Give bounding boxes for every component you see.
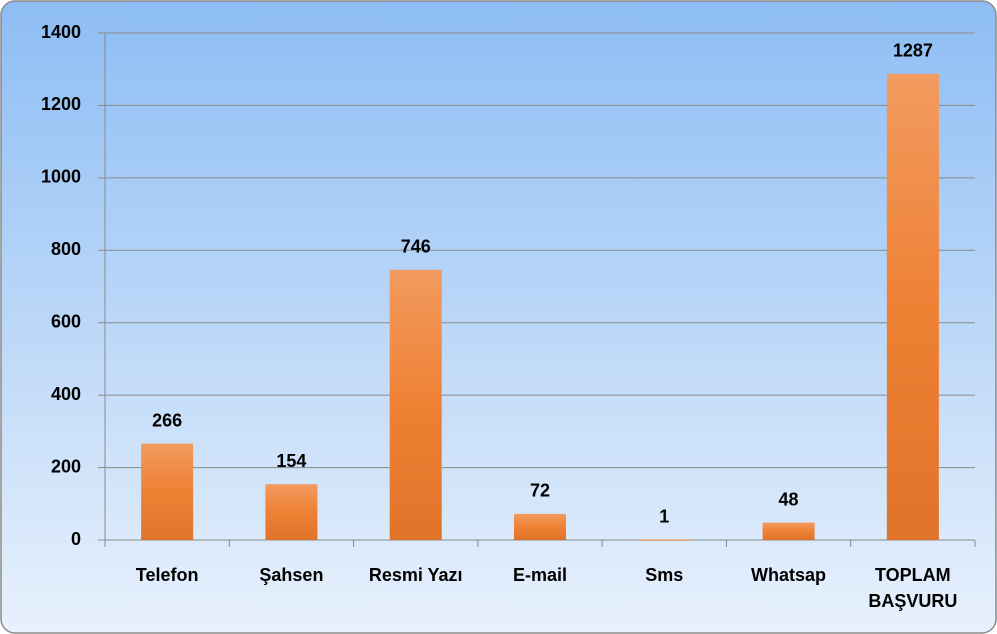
data-label: 1287: [893, 41, 933, 61]
y-tick-label: 1200: [41, 94, 81, 114]
x-tick-label: Whatsap: [751, 565, 827, 585]
bar-shine: [514, 513, 566, 540]
x-tick-label: Resmi Yazı: [368, 565, 463, 585]
x-tick-label: E-mail: [512, 565, 567, 585]
bar-shine: [886, 73, 939, 540]
data-label: 266: [152, 410, 182, 430]
x-tick-label: Şahsen: [259, 565, 324, 585]
data-label: 1: [659, 506, 669, 526]
bar-shine: [762, 522, 815, 540]
data-label: 72: [530, 481, 550, 501]
y-tick-label: 400: [51, 384, 81, 404]
y-tick-label: 800: [51, 239, 81, 259]
x-tick-label: Telefon: [135, 565, 199, 585]
x-tick-label: Sms: [645, 565, 684, 585]
data-label: 154: [276, 451, 306, 471]
data-label: 48: [779, 489, 799, 509]
bar-shine: [638, 539, 691, 541]
x-tick-label: TOPLAM BAŞVURU: [868, 565, 958, 611]
y-tick-label: 1400: [41, 22, 81, 42]
y-tick-label: 600: [51, 311, 81, 331]
y-tick-label: 1000: [41, 167, 81, 187]
bar-shine: [141, 443, 194, 540]
y-tick-label: 0: [71, 529, 81, 549]
bar-shine: [265, 484, 318, 540]
data-label: 746: [401, 237, 431, 257]
bar-shine: [389, 269, 442, 540]
y-tick-label: 200: [51, 456, 81, 476]
